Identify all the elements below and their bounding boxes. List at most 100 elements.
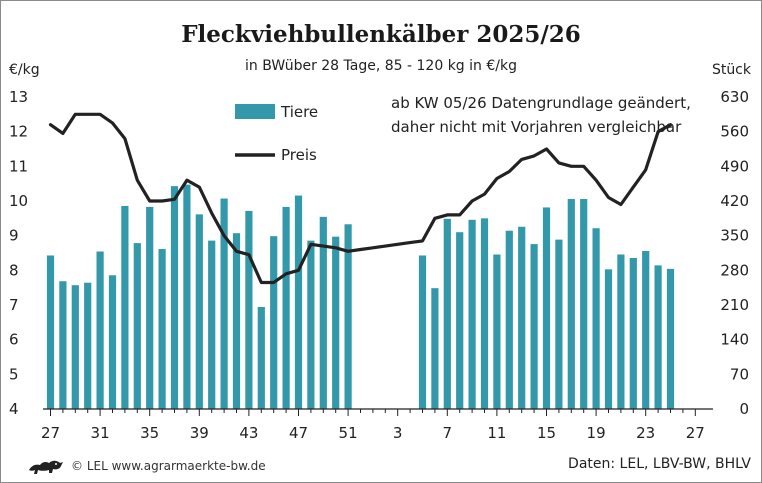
bar-tiere-kw-50 [332,236,340,409]
bar-tiere-kw-24 [654,265,662,409]
bar-tiere-kw-21 [617,254,625,409]
bar-tiere-kw-15 [542,207,551,409]
x-tick-label: 27 [686,424,705,442]
bar-tiere-kw-22 [629,257,637,409]
bar-tiere-kw-29 [71,285,79,409]
legend-swatch-tiere [235,104,275,119]
y-right-tick-label: 420 [720,192,749,210]
y-left-tick-label: 6 [9,331,19,349]
bar-tiere-kw-20 [604,269,613,409]
y-right-tick-label: 210 [720,296,749,314]
y-left-tick-label: 8 [9,261,19,279]
y-left-tick-label: 7 [9,296,19,314]
x-tick-label: 23 [636,424,655,442]
chart-subtitle: in BWüber 28 Tage, 85 - 120 kg in €/kg [245,58,517,74]
y-left-tick-label: 13 [9,88,28,106]
y-left-tick-label: 10 [9,192,28,210]
bar-tiere-kw-25 [666,268,675,409]
chart-annotation: ab KW 05/26 Datengrundlage geändert, dahe… [391,94,691,136]
footer-credit: © LEL www.agrarmaerkte-bw.de [27,456,266,476]
bar-tiere-kw-49 [319,216,327,409]
x-tick-label: 3 [393,424,403,442]
x-tick-label: 35 [140,424,159,442]
bar-tiere-kw-47 [294,195,303,409]
chart-title: Fleckviehbullenkälber 2025/26 [181,21,581,48]
bar-tiere-kw-36 [158,249,166,409]
line-series-preis [48,112,673,285]
bar-tiere-kw-42 [232,233,241,409]
x-axis: 27 31 35 39 43 47 51 3 7 11 15 19 23 27 [41,408,713,442]
bar-tiere-kw-11 [493,254,501,409]
y-left-tick-label: 11 [9,157,28,175]
x-tick-label: 11 [487,424,506,442]
bar-tiere-kw-46 [282,206,290,409]
bar-tiere-kw-41 [220,198,228,409]
bar-tiere-kw-31 [96,251,104,409]
annotation-line-1: ab KW 05/26 Datengrundlage geändert, [391,94,691,112]
x-tick-label: 15 [537,424,556,442]
bar-tiere-kw-35 [146,206,154,409]
y-right-unit: Stück [711,62,751,78]
bar-tiere-kw-37 [170,186,179,409]
footer-credit-text: © LEL www.agrarmaerkte-bw.de [71,459,266,473]
bar-tiere-kw-48 [307,240,315,409]
annotation-line-2: daher nicht mit Vorjahren vergleichbar [391,118,682,136]
x-tick-label: 19 [587,424,606,442]
bar-tiere-kw-38 [183,184,191,409]
bar-tiere-kw-19 [592,228,600,409]
bar-tiere-kw-45 [270,236,278,409]
x-tick-label: 47 [289,424,308,442]
bar-tiere-kw-9 [468,219,476,409]
x-tick-label: 31 [91,424,110,442]
bar-tiere-kw-30 [84,282,92,409]
y-right-tick-label: 0 [739,400,749,418]
y-right-tick-label: 630 [720,88,749,106]
bar-tiere-kw-33 [121,205,129,409]
x-tick-label: 7 [443,424,453,442]
bar-tiere-kw-39 [195,214,203,409]
bar-tiere-kw-16 [555,239,563,409]
x-tick-label: 39 [190,424,209,442]
y-left-tick-label: 9 [9,227,19,245]
x-tick-label: 51 [339,424,358,442]
x-tick-label: 43 [239,424,258,442]
y-right-tick-label: 490 [720,157,749,175]
preis-line [48,112,673,285]
bar-tiere-kw-28 [59,281,67,409]
bar-tiere-kw-44 [257,306,265,409]
bar-tiere-kw-40 [208,240,216,409]
y-right-tick-label: 70 [730,365,749,383]
bar-tiere-kw-43 [245,210,253,409]
chart-legend: Tiere Preis [235,103,318,164]
bar-tiere-kw-8 [456,232,464,409]
bar-tiere-kw-14 [530,244,538,409]
y-right-tick-label: 560 [720,123,749,141]
bar-series-tiere [46,184,675,409]
y-left-tick-label: 5 [9,365,19,383]
bar-tiere-kw-7 [443,218,451,409]
bar-tiere-kw-23 [642,251,650,409]
bar-tiere-kw-10 [480,218,489,409]
footer-source: Daten: LEL, LBV-BW, BHLV [568,456,751,472]
bar-tiere-kw-13 [518,226,526,409]
lion-crest-icon [29,460,63,474]
bar-tiere-kw-18 [580,199,588,409]
bar-tiere-kw-6 [431,288,439,409]
bar-tiere-kw-34 [133,243,141,409]
bar-tiere-kw-51 [344,224,352,409]
x-tick-label: 27 [41,424,60,442]
y-left-axis: 4 5 6 7 8 9 10 11 12 13 [9,88,28,418]
bar-tiere-kw-5 [418,255,427,409]
y-left-tick-label: 4 [9,400,19,418]
y-right-tick-label: 350 [720,227,749,245]
legend-label-tiere: Tiere [280,103,318,121]
legend-label-preis: Preis [281,146,317,164]
bar-tiere-kw-27 [46,255,55,409]
bar-tiere-kw-17 [567,199,575,409]
y-right-tick-label: 280 [720,261,749,279]
y-left-unit: €/kg [9,62,40,78]
y-left-tick-label: 12 [9,123,28,141]
bar-tiere-kw-32 [108,275,117,409]
